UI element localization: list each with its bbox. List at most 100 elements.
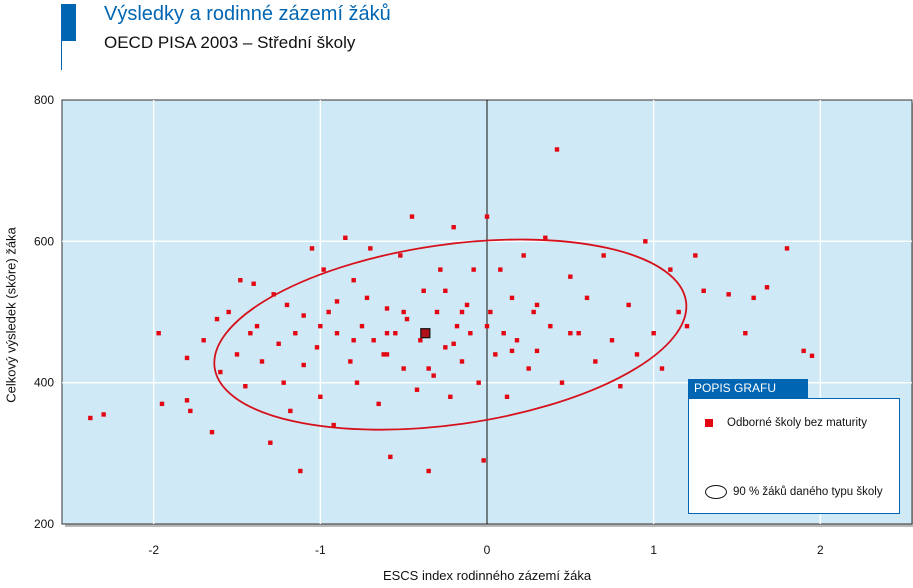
chart-subtitle: OECD PISA 2003 – Střední školy: [104, 33, 356, 52]
data-point: [643, 239, 648, 244]
data-point: [359, 323, 365, 329]
data-point: [188, 408, 193, 414]
data-point: [601, 253, 606, 258]
data-point: [476, 380, 481, 385]
data-point: [659, 366, 665, 371]
data-point: [801, 348, 806, 354]
data-point: [559, 380, 565, 385]
data-point: [409, 214, 415, 219]
data-point: [259, 359, 265, 364]
data-point: [321, 267, 326, 272]
data-point: [418, 338, 423, 343]
data-point: [404, 316, 410, 322]
data-point: [284, 302, 290, 308]
data-point: [434, 309, 440, 315]
legend-square-marker: [705, 419, 713, 427]
data-point: [301, 362, 306, 368]
data-point: [281, 380, 286, 385]
y-tick-label: 600: [34, 234, 54, 248]
data-point: [554, 147, 560, 152]
data-point: [426, 366, 431, 371]
data-point: [334, 331, 340, 336]
data-point: [421, 288, 426, 293]
data-point: [626, 302, 631, 308]
data-point: [234, 352, 240, 357]
data-point: [381, 352, 386, 357]
data-point: [401, 309, 406, 315]
data-point: [268, 440, 273, 445]
data-point: [88, 415, 93, 421]
data-point: [693, 253, 698, 258]
title-accent-bar: [62, 4, 76, 41]
data-point: [293, 331, 298, 336]
data-point: [384, 352, 390, 357]
data-point: [504, 394, 510, 399]
y-tick-label: 200: [34, 517, 54, 531]
data-point: [701, 288, 706, 293]
data-point: [684, 323, 690, 329]
legend-item-series: Odborné školy bez maturity: [705, 417, 867, 429]
data-point: [526, 366, 531, 371]
data-point: [534, 348, 540, 354]
data-point: [184, 398, 190, 403]
data-point: [531, 309, 536, 315]
data-point: [468, 331, 473, 336]
legend-heading: POPIS GRAFU: [688, 379, 808, 398]
data-point: [251, 281, 256, 286]
data-point: [543, 235, 548, 240]
data-point: [751, 295, 756, 301]
data-point: [509, 348, 515, 354]
data-point: [159, 401, 165, 407]
data-point: [514, 338, 520, 343]
data-point: [448, 394, 453, 399]
data-point: [331, 422, 336, 428]
legend-item-ellipse: 90 % žáků daného typu školy: [705, 485, 883, 499]
legend-ellipse-icon: [705, 485, 727, 499]
data-point: [584, 295, 590, 301]
data-point: [254, 323, 260, 329]
y-tick-label: 800: [34, 93, 54, 107]
data-point: [726, 292, 731, 297]
data-point: [309, 246, 315, 251]
data-point: [314, 345, 320, 350]
data-point: [498, 267, 503, 272]
data-point: [534, 302, 540, 308]
data-point: [764, 285, 770, 290]
data-point: [393, 331, 398, 336]
data-point: [318, 394, 323, 399]
data-point: [443, 288, 448, 293]
data-point: [509, 295, 515, 301]
data-point: [651, 331, 656, 336]
data-point: [398, 253, 403, 258]
data-point: [464, 302, 470, 308]
data-point: [481, 458, 486, 463]
data-point: [451, 341, 456, 346]
y-tick-label: 400: [34, 376, 54, 390]
x-axis-label: ESCS index rodinného zázemí žáka: [382, 568, 592, 583]
data-point: [568, 331, 573, 336]
data-point: [343, 235, 348, 240]
data-point: [676, 309, 681, 315]
data-point: [493, 352, 498, 357]
data-point: [593, 359, 598, 364]
data-point: [488, 309, 493, 315]
x-tick-label: -2: [148, 543, 159, 557]
data-point: [354, 380, 360, 385]
data-point: [238, 278, 243, 283]
data-point: [501, 331, 506, 336]
data-point: [668, 267, 673, 272]
x-tick-label: 1: [650, 543, 657, 557]
data-point: [784, 246, 790, 251]
data-point: [454, 323, 460, 329]
data-point: [209, 429, 215, 435]
data-point: [384, 331, 390, 336]
data-point: [384, 306, 390, 311]
data-point: [443, 345, 448, 350]
title-rule: [61, 4, 62, 70]
data-point: [521, 253, 526, 258]
data-point: [451, 225, 456, 230]
data-point: [743, 331, 748, 336]
mean-point: [420, 328, 431, 339]
x-tick-label: 2: [817, 543, 824, 557]
data-point: [634, 352, 640, 357]
